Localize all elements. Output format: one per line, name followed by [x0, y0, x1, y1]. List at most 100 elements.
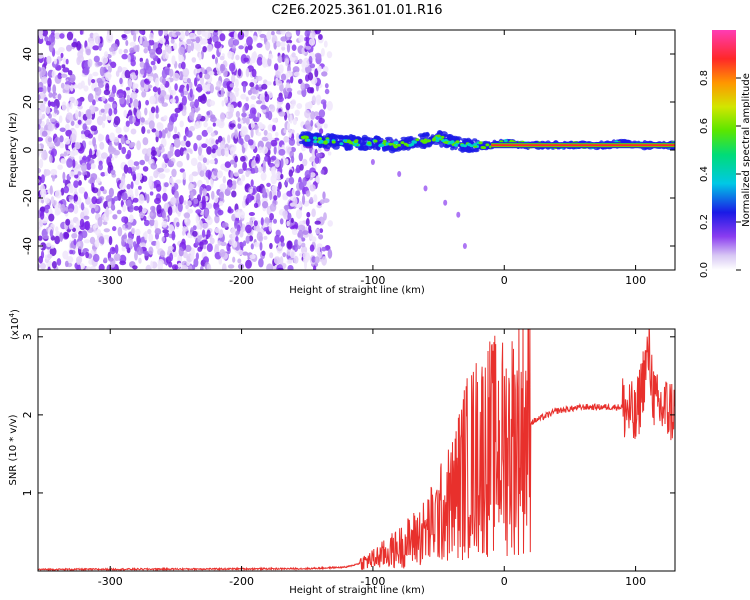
- noise-speck: [38, 143, 41, 151]
- noise-speck: [195, 36, 201, 44]
- noise-speck: [65, 58, 69, 65]
- noise-speck: [110, 61, 117, 69]
- noise-speck: [50, 196, 55, 205]
- noise-speck: [113, 149, 120, 156]
- noise-speck: [251, 68, 257, 78]
- spectrogram-y-ticks: -40 -20 0 20 40: [21, 47, 675, 255]
- noise-speck: [158, 30, 163, 37]
- noise-speck: [44, 97, 48, 102]
- noise-speck: [284, 58, 289, 67]
- noise-speck: [309, 196, 314, 203]
- noise-speck: [60, 52, 64, 59]
- signal-halo: [372, 145, 377, 150]
- noise-speck: [49, 185, 53, 195]
- noise-speck: [73, 180, 79, 189]
- y-tick-label: 2: [21, 411, 34, 418]
- noise-speck: [161, 129, 166, 139]
- noise-speck: [125, 86, 131, 91]
- noise-speck: [219, 191, 224, 202]
- noise-speck: [64, 84, 71, 91]
- noise-speck: [304, 109, 311, 119]
- noise-speck: [82, 207, 89, 217]
- noise-speck: [222, 175, 226, 184]
- noise-speck: [183, 150, 188, 155]
- branch-point: [397, 171, 402, 177]
- signal-core: [373, 139, 378, 143]
- noise-speck: [321, 71, 328, 77]
- noise-speck: [63, 232, 70, 239]
- noise-speck: [39, 206, 46, 213]
- signal-halo: [313, 132, 320, 137]
- noise-speck: [235, 90, 239, 97]
- signal-core: [436, 134, 441, 138]
- noise-speck: [127, 166, 132, 174]
- noise-speck: [314, 156, 320, 164]
- noise-speck: [92, 253, 100, 263]
- noise-speck: [232, 39, 240, 46]
- noise-speck: [66, 44, 72, 52]
- noise-speck: [240, 93, 247, 100]
- noise-speck: [136, 110, 142, 119]
- noise-speck: [142, 166, 149, 172]
- noise-speck: [130, 128, 137, 135]
- noise-speck: [245, 224, 252, 234]
- noise-speck: [298, 34, 304, 43]
- noise-speck: [252, 35, 258, 42]
- noise-speck: [145, 99, 150, 106]
- noise-speck: [200, 38, 208, 45]
- noise-speck: [260, 104, 267, 110]
- noise-speck: [211, 148, 216, 154]
- noise-speck: [62, 171, 66, 181]
- noise-speck: [98, 163, 103, 171]
- noise-speck: [273, 218, 277, 224]
- noise-speck: [317, 251, 322, 259]
- noise-speck: [206, 177, 210, 184]
- noise-speck: [256, 100, 262, 105]
- noise-speck: [113, 196, 119, 202]
- noise-speck: [189, 101, 195, 108]
- signal-halo: [436, 130, 443, 136]
- noise-speck: [77, 82, 83, 90]
- noise-speck: [82, 123, 87, 131]
- noise-speck: [137, 100, 142, 110]
- noise-speck: [315, 228, 320, 234]
- noise-speck: [266, 182, 271, 187]
- noise-speck: [263, 227, 270, 232]
- x-tick-label: -200: [229, 575, 254, 588]
- noise-speck: [174, 126, 178, 134]
- noise-speck: [233, 171, 240, 177]
- noise-speck: [268, 222, 272, 232]
- noise-speck: [280, 73, 287, 81]
- noise-speck: [250, 120, 255, 129]
- noise-speck: [300, 82, 306, 91]
- noise-speck: [38, 158, 44, 169]
- noise-speck: [123, 164, 129, 174]
- noise-speck: [213, 168, 219, 176]
- noise-speck: [304, 30, 311, 38]
- noise-speck: [241, 127, 248, 136]
- signal-halo: [344, 145, 350, 151]
- noise-speck: [270, 139, 278, 147]
- noise-speck: [229, 104, 235, 114]
- signal-core: [473, 143, 478, 146]
- x-tick-label: -300: [98, 575, 123, 588]
- noise-speck: [100, 108, 105, 113]
- noise-speck: [64, 260, 69, 268]
- noise-speck: [154, 228, 162, 235]
- noise-speck: [154, 77, 160, 88]
- noise-speck: [230, 170, 234, 179]
- noise-speck: [154, 219, 159, 228]
- noise-speck: [121, 216, 128, 223]
- noise-speck: [172, 251, 178, 257]
- noise-speck: [202, 46, 207, 53]
- noise-speck: [162, 186, 167, 193]
- noise-speck: [98, 197, 103, 202]
- noise-speck: [90, 207, 96, 214]
- noise-speck: [256, 231, 263, 242]
- noise-speck: [83, 239, 91, 244]
- noise-speck: [314, 256, 320, 264]
- noise-speck: [155, 105, 159, 114]
- noise-speck: [327, 151, 332, 156]
- signal-core: [403, 142, 408, 146]
- noise-speck: [308, 55, 313, 64]
